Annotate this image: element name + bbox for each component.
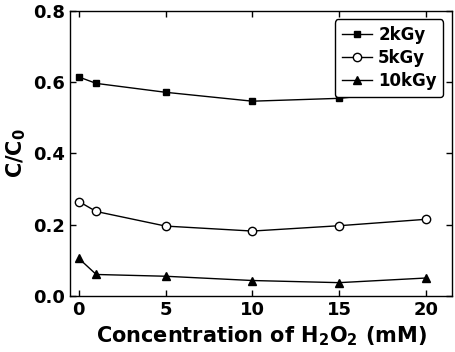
10kGy (336, 281, 341, 285)
5kGy (162, 224, 168, 228)
10kGy (249, 278, 254, 283)
2kGy (249, 99, 254, 103)
Line: 2kGy: 2kGy (75, 74, 428, 105)
10kGy (422, 276, 428, 280)
2kGy (76, 75, 81, 79)
5kGy (93, 209, 99, 214)
Line: 5kGy: 5kGy (75, 197, 429, 235)
5kGy (336, 224, 341, 228)
2kGy (162, 90, 168, 94)
2kGy (93, 81, 99, 86)
2kGy (336, 96, 341, 100)
Legend: 2kGy, 5kGy, 10kGy: 2kGy, 5kGy, 10kGy (334, 19, 443, 97)
10kGy (76, 256, 81, 260)
2kGy (422, 87, 428, 92)
5kGy (249, 229, 254, 233)
10kGy (162, 274, 168, 278)
10kGy (93, 272, 99, 277)
Y-axis label: C/C$_0$: C/C$_0$ (4, 128, 28, 178)
5kGy (422, 217, 428, 221)
Line: 10kGy: 10kGy (75, 254, 429, 287)
5kGy (76, 200, 81, 204)
X-axis label: Concentration of H$_2$O$_2$ (mM): Concentration of H$_2$O$_2$ (mM) (96, 324, 425, 348)
